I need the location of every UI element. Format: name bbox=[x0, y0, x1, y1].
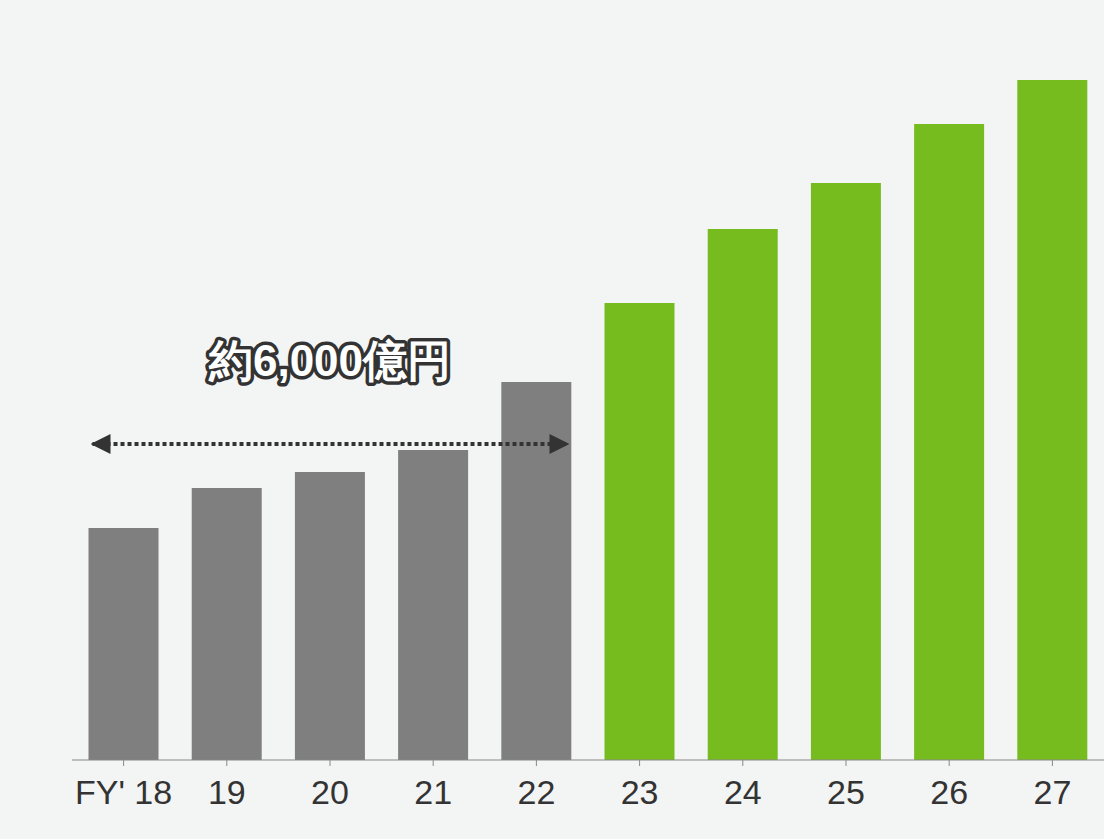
svg-text:24: 24 bbox=[724, 773, 762, 811]
svg-text:20: 20 bbox=[311, 773, 349, 811]
svg-text:25: 25 bbox=[827, 773, 865, 811]
svg-text:22: 22 bbox=[517, 773, 555, 811]
svg-text:23: 23 bbox=[621, 773, 659, 811]
svg-text:約6,000億円: 約6,000億円 bbox=[208, 336, 451, 385]
svg-text:26: 26 bbox=[930, 773, 968, 811]
svg-text:19: 19 bbox=[208, 773, 246, 811]
svg-text:21: 21 bbox=[414, 773, 452, 811]
svg-text:27: 27 bbox=[1033, 773, 1071, 811]
svg-text:FY' 18: FY' 18 bbox=[75, 773, 172, 811]
